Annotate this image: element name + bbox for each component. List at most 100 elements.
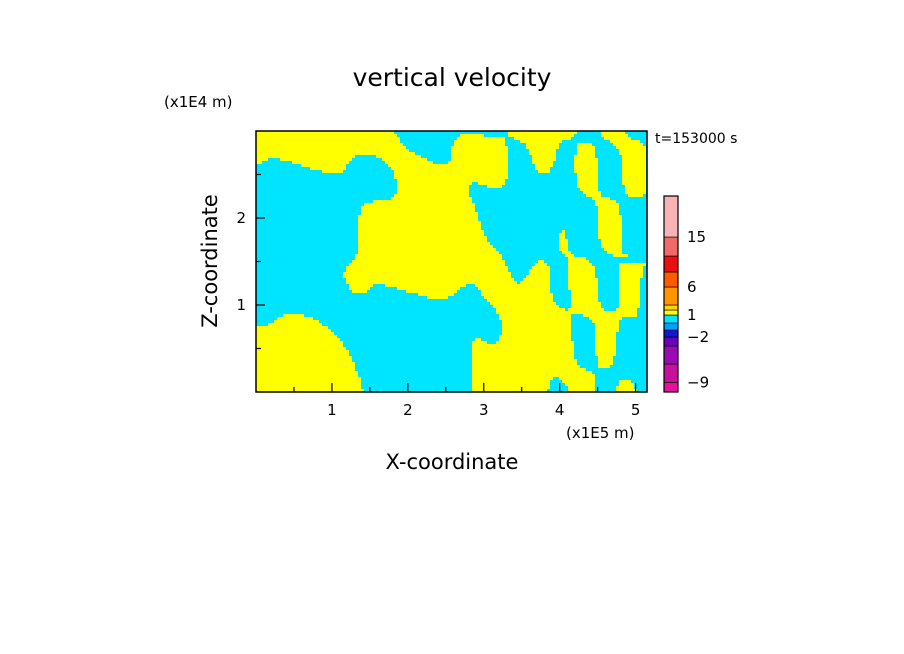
field-positive-region xyxy=(358,218,478,221)
field-positive-region xyxy=(472,380,550,383)
field-positive-region xyxy=(481,290,550,293)
field-positive-region xyxy=(346,266,508,269)
field-positive-region xyxy=(256,338,340,341)
field-positive-region xyxy=(256,380,361,383)
field-positive-region xyxy=(520,140,562,143)
field-positive-region xyxy=(592,197,610,200)
field-positive-region xyxy=(595,200,616,203)
field-positive-region xyxy=(514,137,571,140)
field-positive-region xyxy=(274,320,319,323)
field-positive-region xyxy=(619,278,640,281)
field-positive-region xyxy=(616,386,634,389)
field-positive-region xyxy=(574,170,598,173)
field-positive-region xyxy=(604,248,622,251)
field-positive-region xyxy=(292,161,349,164)
field-positive-region xyxy=(355,257,502,260)
field-positive-region xyxy=(256,155,355,158)
field-positive-region xyxy=(256,149,409,152)
field-positive-region xyxy=(256,131,394,134)
colorbar-band xyxy=(663,314,679,324)
field-positive-region xyxy=(256,377,361,380)
plot-area xyxy=(255,130,648,393)
field-positive-region xyxy=(502,329,571,332)
field-positive-region xyxy=(595,335,616,338)
field-positive-region xyxy=(256,371,358,374)
field-positive-region xyxy=(622,167,646,170)
field-positive-region xyxy=(358,221,481,224)
field-positive-region xyxy=(508,134,574,137)
field-positive-region xyxy=(508,131,577,134)
field-positive-region xyxy=(256,374,358,377)
x-tick-label: 3 xyxy=(479,401,489,419)
field-positive-region xyxy=(277,317,313,320)
field-positive-region xyxy=(256,152,415,155)
field-positive-region xyxy=(394,176,508,179)
field-positive-region xyxy=(568,284,598,287)
field-positive-region xyxy=(355,254,502,257)
field-positive-region xyxy=(472,356,574,359)
colorbar-label: 15 xyxy=(687,228,706,246)
field-positive-region xyxy=(358,242,490,245)
colorbar: 15 6 1 −2 −9 xyxy=(663,195,709,393)
field-positive-region xyxy=(301,164,346,167)
field-positive-region xyxy=(598,230,622,233)
field-positive-region xyxy=(343,272,511,275)
field-positive-region xyxy=(358,236,487,239)
field-positive-region xyxy=(595,326,619,329)
field-positive-region xyxy=(496,341,574,344)
field-positive-region xyxy=(571,296,598,299)
field-positive-region xyxy=(280,158,352,161)
field-positive-region xyxy=(256,158,268,161)
field-positive-region xyxy=(496,308,565,311)
field-positive-region xyxy=(499,317,571,320)
chart-title: vertical velocity xyxy=(353,63,552,92)
x-tick-label: 4 xyxy=(555,401,565,419)
field-positive-region xyxy=(268,323,322,326)
field-positive-region xyxy=(256,140,400,143)
field-positive-region xyxy=(256,332,334,335)
field-positive-region xyxy=(619,266,643,269)
field-positive-region xyxy=(559,377,595,380)
field-positive-region xyxy=(622,155,646,158)
field-positive-region xyxy=(358,245,493,248)
field-positive-region xyxy=(472,368,586,371)
field-positive-region xyxy=(571,302,601,305)
field-positive-region xyxy=(391,167,508,170)
field-positive-region xyxy=(619,302,640,305)
field-positive-region xyxy=(418,293,454,296)
field-positive-region xyxy=(598,218,622,221)
field-positive-region xyxy=(565,254,574,257)
field-positive-region xyxy=(394,173,508,176)
field-positive-region xyxy=(610,140,640,143)
field-positive-region xyxy=(499,335,571,338)
field-positive-region xyxy=(385,161,433,164)
field-positive-region xyxy=(526,143,559,146)
field-positive-region xyxy=(571,293,598,296)
field-positive-region xyxy=(625,188,646,191)
field-positive-region xyxy=(472,374,595,377)
field-positive-region xyxy=(619,383,634,386)
x-axis-title: X-coordinate xyxy=(386,450,519,474)
field-positive-region xyxy=(523,278,550,281)
field-positive-region xyxy=(532,161,553,164)
field-positive-region xyxy=(256,161,262,164)
field-positive-region xyxy=(502,320,571,323)
field-positive-region xyxy=(574,155,595,158)
field-positive-region xyxy=(619,293,640,296)
field-positive-region xyxy=(598,236,622,239)
field-positive-region xyxy=(451,155,508,158)
field-positive-region xyxy=(568,386,595,389)
colorbar-band xyxy=(663,271,679,288)
field-positive-region xyxy=(472,377,553,380)
colorbar-frame xyxy=(663,195,679,393)
field-positive-region xyxy=(559,236,565,239)
field-positive-region xyxy=(397,185,469,188)
field-positive-region xyxy=(451,146,508,149)
colorbar-band xyxy=(663,195,679,238)
field-positive-region xyxy=(598,224,622,227)
field-positive-region xyxy=(559,245,568,248)
field-positive-region xyxy=(475,338,481,341)
field-positive-region xyxy=(358,230,484,233)
field-positive-region xyxy=(619,272,643,275)
field-positive-region xyxy=(346,269,508,272)
